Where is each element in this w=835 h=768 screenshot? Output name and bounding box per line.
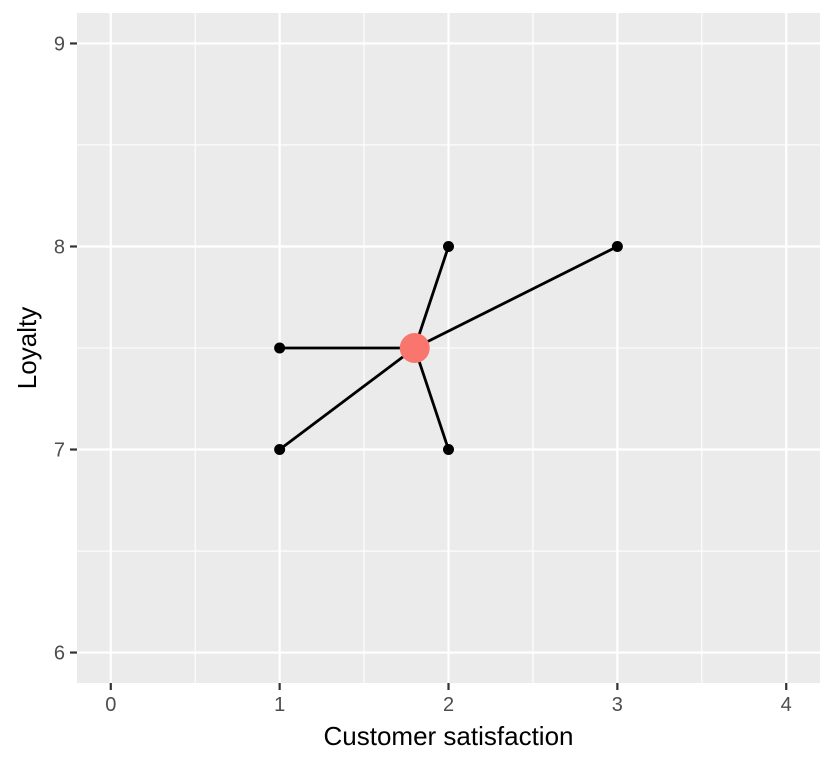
segments-to-centroid: [278, 245, 618, 451]
x-tick-label: 3: [612, 694, 623, 716]
x-tick-label: 1: [274, 694, 285, 716]
y-axis: 6 7 8 9: [54, 33, 77, 665]
data-point: [443, 444, 454, 456]
centroid-segment: [413, 246, 450, 349]
centroid-layer: [399, 333, 430, 363]
centroid-segment: [413, 347, 450, 450]
data-point: [274, 444, 286, 456]
x-tick-label: 4: [781, 694, 792, 716]
centroid-segment: [414, 245, 618, 350]
y-axis-title: Loyalty: [12, 307, 42, 389]
data-points: [274, 240, 623, 456]
y-tick-label: 9: [54, 33, 65, 55]
y-tick-label: 6: [54, 643, 65, 665]
y-tick-label: 7: [54, 440, 65, 462]
centroid-segment: [278, 346, 416, 451]
x-axis: 0 1 2 3 4: [105, 683, 792, 716]
centroid-point: [399, 333, 430, 363]
x-tick-label: 0: [105, 694, 116, 716]
data-point: [611, 240, 623, 252]
x-tick-label: 2: [443, 694, 454, 716]
x-axis-title: Customer satisfaction: [324, 721, 574, 751]
data-point: [443, 240, 454, 252]
y-tick-label: 8: [54, 236, 65, 258]
data-point: [274, 342, 286, 354]
